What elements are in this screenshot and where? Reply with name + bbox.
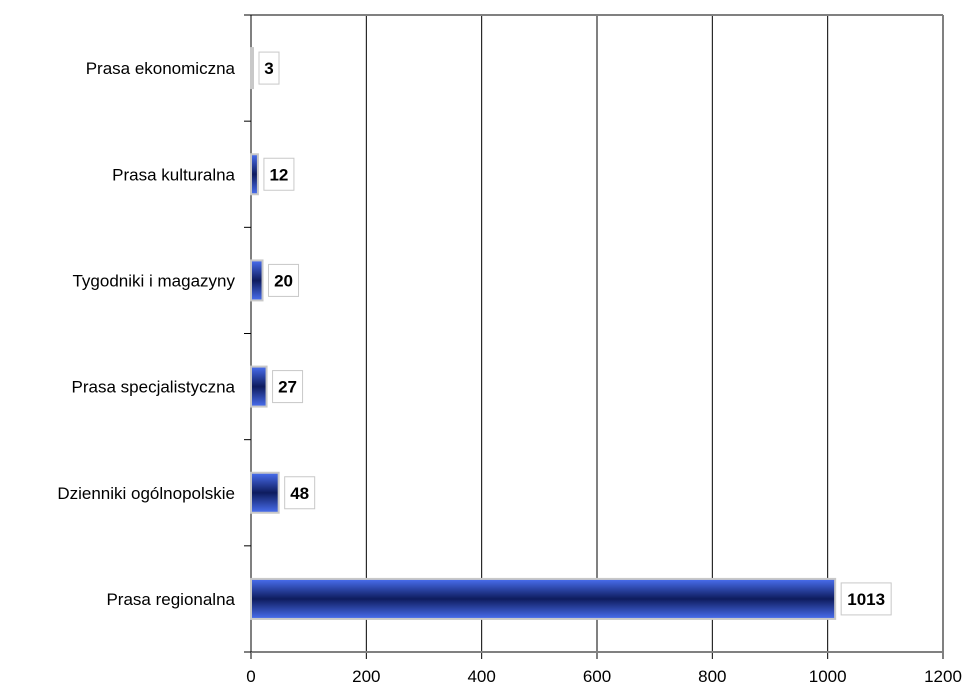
category-labels: Prasa ekonomiczna Prasa kulturalna Tygodni… <box>57 59 235 609</box>
x-tick-label: 800 <box>698 667 726 686</box>
x-tick-labels: 0 200 400 600 800 1000 1200 <box>246 667 962 686</box>
bar <box>250 153 259 196</box>
category-label: Prasa regionalna <box>106 590 235 609</box>
x-tick-label: 600 <box>583 667 611 686</box>
category-label: Prasa specjalistyczna <box>72 378 236 397</box>
data-labels: 3 12 20 27 48 1013 <box>258 51 892 616</box>
category-label: Tygodniki i magazyny <box>72 271 235 290</box>
data-label: 12 <box>269 165 288 184</box>
category-label: Dzienniki ogólnopolskie <box>57 484 235 503</box>
x-tick-label: 1200 <box>924 667 962 686</box>
data-label: 48 <box>290 484 309 503</box>
data-label-box <box>268 263 300 297</box>
x-tick-label: 1000 <box>809 667 847 686</box>
x-tick-label: 0 <box>246 667 255 686</box>
bar <box>250 365 268 408</box>
data-label: 27 <box>278 378 297 397</box>
data-label-box <box>263 157 295 191</box>
x-tick-label: 400 <box>467 667 495 686</box>
data-label-box <box>272 370 304 404</box>
category-label: Prasa ekonomiczna <box>86 59 236 78</box>
bars <box>250 47 837 620</box>
category-label: Prasa kulturalna <box>112 165 235 184</box>
bar <box>250 577 837 620</box>
plot-frame <box>244 14 944 659</box>
data-label: 3 <box>264 59 273 78</box>
data-label-box <box>840 582 892 616</box>
x-tick-label: 200 <box>352 667 380 686</box>
bar <box>250 47 254 90</box>
data-label-box <box>258 51 280 85</box>
data-label: 20 <box>274 271 293 290</box>
data-label-box <box>284 476 316 510</box>
data-label: 1013 <box>847 590 885 609</box>
gridlines <box>365 15 829 652</box>
bar <box>250 259 264 302</box>
bar <box>250 471 280 514</box>
